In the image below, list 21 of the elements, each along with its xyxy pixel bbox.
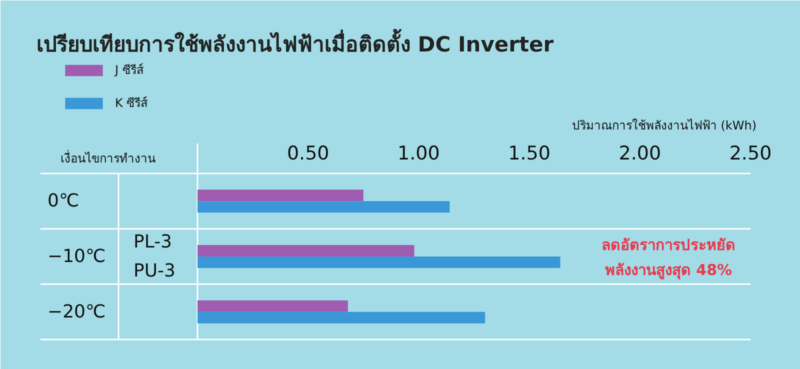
text: เงื่อนไขการทำงาน — [60, 150, 156, 166]
x-axis-title: ปริมาณการใช้พลังงานไฟฟ้า (kWh) — [572, 118, 757, 132]
text: PL-3 PU-3 — [134, 231, 176, 282]
annotation: ลดอัตราการประหยัด พลังงานสูงสุด 48% — [602, 236, 736, 280]
bar — [198, 245, 414, 256]
x-tick-label: 0.50 — [286, 142, 330, 164]
bar — [198, 312, 486, 324]
y-tick-label: 0℃ — [48, 190, 80, 212]
x-tick-label: 1.50 — [508, 142, 550, 164]
legend-label: J ซีรีส์ — [115, 62, 144, 79]
y-tick-label: −10℃ — [48, 246, 106, 267]
bar — [198, 201, 450, 213]
legend-label: K ซีรีส์ — [115, 95, 148, 112]
x-tick-label: 2.50 — [729, 142, 772, 164]
chart-title: เปรียบเทียบการใช้พลังงานไฟฟ้าเมื่อติดตั้ง DC Inverter — [36, 28, 554, 56]
bar — [198, 190, 364, 202]
bar — [198, 256, 560, 268]
y-tick-label: −20℃ — [48, 301, 106, 322]
bar — [198, 300, 348, 312]
x-tick-label: 1.00 — [398, 142, 440, 164]
x-tick-label: 2.00 — [618, 142, 662, 164]
